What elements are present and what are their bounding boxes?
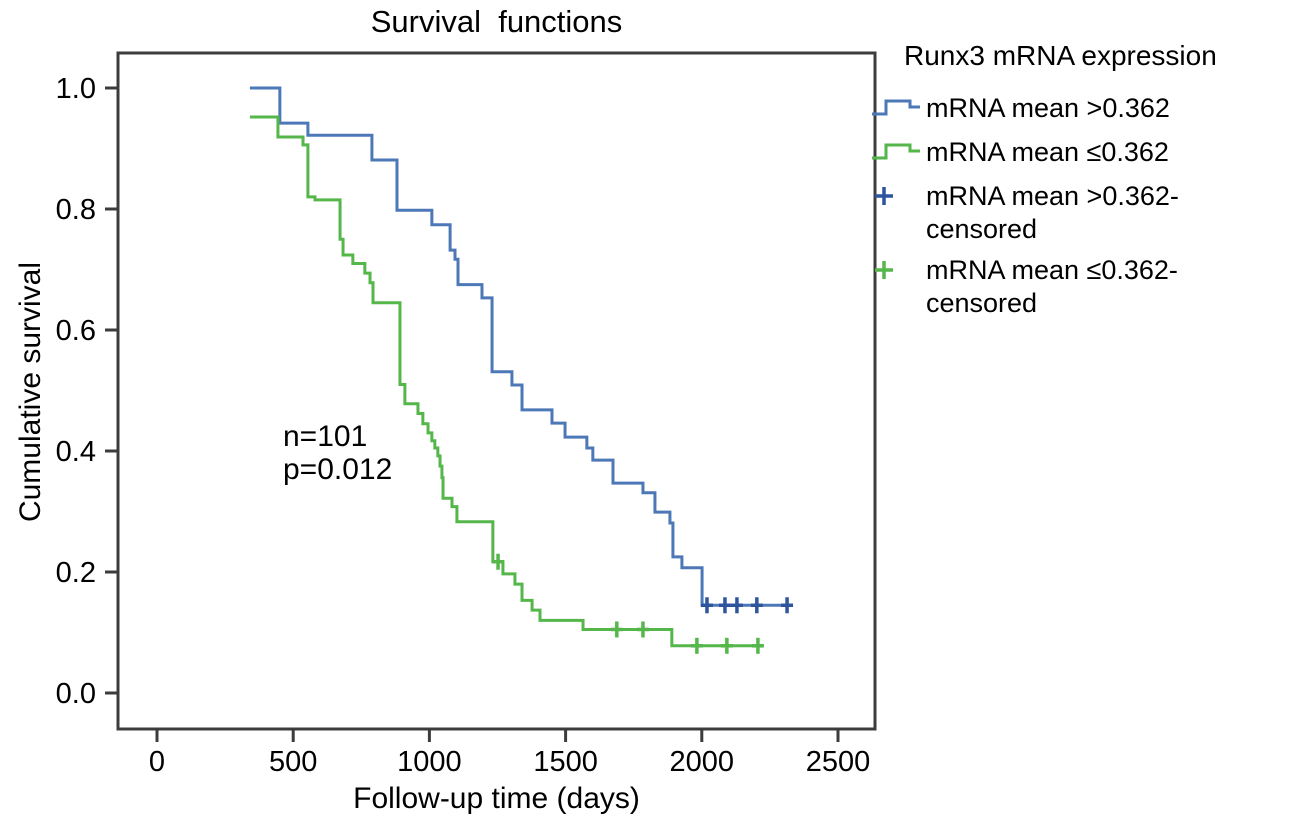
svg-text:1.0: 1.0 [56, 73, 96, 105]
svg-text:2500: 2500 [806, 746, 871, 778]
chart-title: Survival functions [370, 4, 623, 39]
legend-item-label: mRNA mean >0.362- censored [926, 181, 1179, 244]
svg-text:0.8: 0.8 [56, 194, 96, 226]
survival-curve-low [249, 115, 764, 648]
svg-text:0: 0 [149, 746, 165, 778]
legend-item-label: mRNA mean >0.362 [926, 93, 1170, 123]
legend-item-low-censored: mRNA mean ≤0.362- censored [870, 254, 1289, 320]
legend-item-high: mRNA mean >0.362 [870, 92, 1289, 128]
svg-text:0.0: 0.0 [56, 678, 96, 710]
svg-text:500: 500 [269, 746, 317, 778]
legend-item-low: mRNA mean ≤0.362 [870, 136, 1289, 172]
censored-plus-icon [870, 254, 926, 290]
svg-text:1500: 1500 [533, 746, 598, 778]
p-value: p=0.012 [283, 453, 393, 486]
step-line-icon [870, 92, 926, 128]
svg-text:0.4: 0.4 [56, 436, 96, 468]
x-axis-ticks: 0 500 1000 1500 2000 2500 [149, 729, 870, 778]
svg-text:0.2: 0.2 [56, 557, 96, 589]
legend-item-label: mRNA mean ≤0.362- censored [926, 255, 1178, 318]
legend: Runx3 mRNA expression mRNA mean >0.362 m… [870, 40, 1289, 328]
n-value: n=101 [283, 420, 368, 453]
x-axis-label: Follow-up time (days) [353, 782, 640, 815]
svg-text:1000: 1000 [397, 746, 462, 778]
svg-text:0.6: 0.6 [56, 315, 96, 347]
legend-title: Runx3 mRNA expression [904, 40, 1217, 71]
svg-text:2000: 2000 [670, 746, 735, 778]
y-axis-ticks: 0.0 0.2 0.4 0.6 0.8 1.0 [56, 73, 118, 710]
censored-marks-low [492, 553, 764, 654]
stats-annotation: n=101 p=0.012 [283, 420, 392, 486]
legend-item-label: mRNA mean ≤0.362 [926, 137, 1169, 167]
survival-curve-high [249, 86, 792, 607]
step-line-icon [870, 136, 926, 172]
plot-frame [116, 51, 877, 731]
censored-plus-icon [870, 180, 926, 216]
legend-item-high-censored: mRNA mean >0.362- censored [870, 180, 1289, 246]
censored-marks-high [700, 597, 794, 614]
